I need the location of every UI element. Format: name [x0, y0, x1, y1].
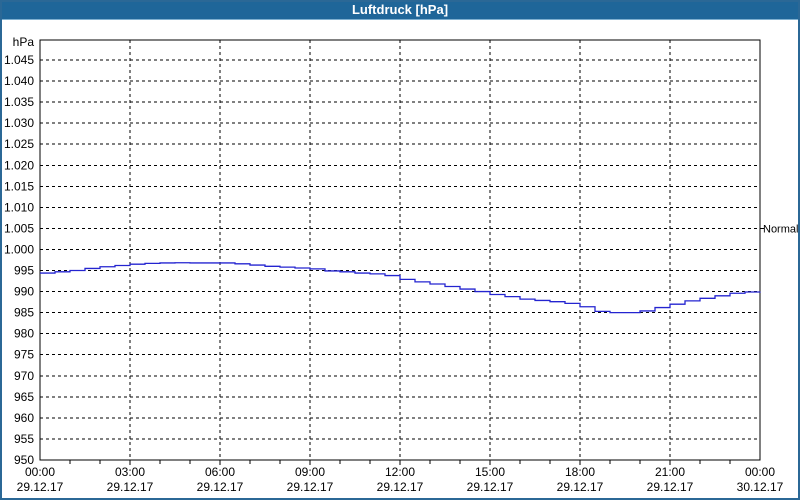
svg-text:29.12.17: 29.12.17 [557, 480, 604, 494]
svg-text:1.030: 1.030 [4, 116, 34, 130]
svg-text:1.045: 1.045 [4, 53, 34, 67]
svg-text:1.020: 1.020 [4, 158, 34, 172]
svg-text:1.040: 1.040 [4, 74, 34, 88]
svg-text:12:00: 12:00 [385, 465, 415, 479]
svg-text:29.12.17: 29.12.17 [107, 480, 154, 494]
svg-text:975: 975 [14, 348, 34, 362]
svg-text:29.12.17: 29.12.17 [17, 480, 64, 494]
svg-text:Normal: Normal [763, 223, 798, 235]
svg-text:1.035: 1.035 [4, 95, 34, 109]
svg-text:06:00: 06:00 [205, 465, 235, 479]
svg-text:29.12.17: 29.12.17 [377, 480, 424, 494]
svg-text:1.005: 1.005 [4, 221, 34, 235]
svg-text:15:00: 15:00 [475, 465, 505, 479]
svg-text:960: 960 [14, 411, 34, 425]
svg-text:00:00: 00:00 [25, 465, 55, 479]
svg-text:1.015: 1.015 [4, 179, 34, 193]
svg-text:29.12.17: 29.12.17 [467, 480, 514, 494]
svg-text:985: 985 [14, 306, 34, 320]
svg-text:990: 990 [14, 285, 34, 299]
svg-text:21:00: 21:00 [655, 465, 685, 479]
svg-text:29.12.17: 29.12.17 [647, 480, 694, 494]
svg-text:995: 995 [14, 264, 34, 278]
svg-text:1.000: 1.000 [4, 242, 34, 256]
svg-text:965: 965 [14, 390, 34, 404]
svg-text:hPa: hPa [13, 35, 35, 49]
svg-text:970: 970 [14, 369, 34, 383]
svg-text:29.12.17: 29.12.17 [197, 480, 244, 494]
svg-text:1.010: 1.010 [4, 200, 34, 214]
svg-text:29.12.17: 29.12.17 [287, 480, 334, 494]
svg-text:00:00: 00:00 [745, 465, 775, 479]
svg-text:09:00: 09:00 [295, 465, 325, 479]
svg-text:18:00: 18:00 [565, 465, 595, 479]
svg-text:03:00: 03:00 [115, 465, 145, 479]
svg-text:955: 955 [14, 432, 34, 446]
svg-text:1.025: 1.025 [4, 137, 34, 151]
svg-text:980: 980 [14, 327, 34, 341]
svg-text:30.12.17: 30.12.17 [737, 480, 784, 494]
